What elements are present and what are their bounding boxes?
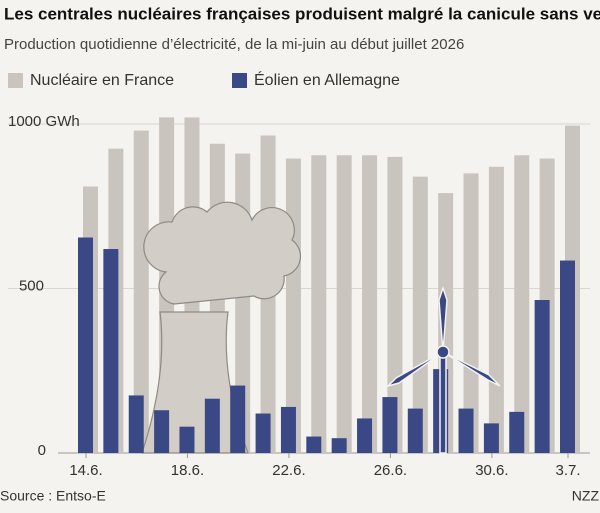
bar — [204, 398, 220, 453]
turbine-blade — [385, 351, 444, 388]
bar — [412, 176, 428, 453]
x-tick-label: 18.6. — [171, 462, 204, 479]
y-tick-label: 0 — [38, 442, 46, 459]
bar — [154, 410, 170, 453]
y-tick-label: 1000 GWh — [8, 113, 80, 130]
bar — [458, 408, 474, 453]
bar — [357, 418, 373, 453]
source: Source : Entso-E — [0, 488, 106, 504]
bar — [560, 260, 575, 453]
bar — [179, 426, 195, 453]
bar — [280, 406, 296, 453]
bar — [463, 173, 479, 453]
turbine-hub — [436, 345, 450, 359]
bar — [336, 155, 352, 453]
wind-bars — [78, 237, 575, 453]
bar — [103, 249, 119, 453]
bar — [331, 438, 347, 453]
axis: 0 500 1000 GWh 14.6. 18.6. 22.6. 26.6. 30.6. 3.7… — [8, 113, 581, 479]
bar — [382, 397, 398, 453]
bar — [514, 155, 530, 453]
legend-swatch — [8, 73, 23, 88]
chart-title: Les centrales nucléaires françaises prod… — [4, 4, 600, 23]
turbine-tower — [439, 354, 447, 454]
brand: NZZ — [572, 488, 600, 504]
chart-subtitle: Production quotidienne d’électricité, de… — [4, 36, 464, 53]
legend: Nucléaire en France Éolien en Allemagne — [8, 70, 400, 89]
bar — [306, 436, 322, 453]
bar — [255, 413, 271, 453]
bar — [78, 237, 93, 453]
bar — [362, 155, 378, 453]
turbine-blade — [442, 351, 501, 387]
bar — [230, 385, 246, 453]
x-tick-label: 30.6. — [475, 462, 508, 479]
wind-turbine-illustration — [385, 285, 501, 454]
x-tick-label: 26.6. — [374, 462, 407, 479]
bar — [311, 155, 327, 453]
x-tick-label: 14.6. — [69, 462, 102, 479]
y-tick-label: 500 — [19, 277, 44, 294]
turbine-blade — [438, 285, 448, 353]
bar — [534, 300, 550, 453]
bar — [128, 395, 144, 453]
steam-cloud — [143, 201, 302, 305]
x-tick-label: 22.6. — [272, 462, 305, 479]
legend-label: Éolien en Allemagne — [254, 70, 400, 89]
bar — [133, 130, 149, 453]
legend-swatch — [232, 73, 247, 88]
bar — [407, 408, 423, 453]
bar — [488, 166, 504, 453]
bar — [483, 423, 499, 453]
legend-label: Nucléaire en France — [30, 72, 174, 89]
bar — [509, 411, 525, 453]
x-tick-label: 3.7. — [555, 462, 580, 479]
